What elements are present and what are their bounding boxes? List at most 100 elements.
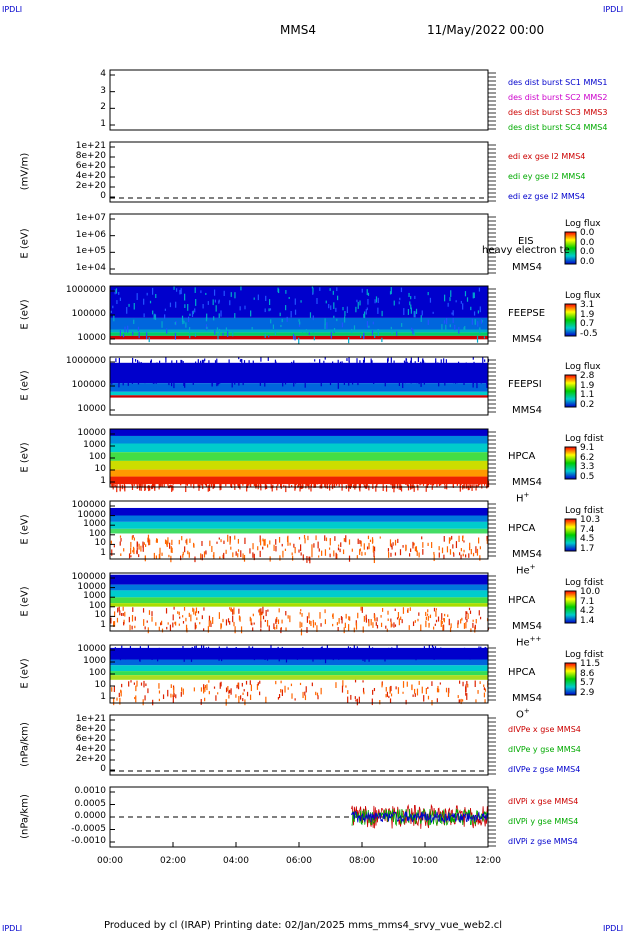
spectrogram-speckle <box>123 481 126 487</box>
spectrogram-speckle <box>354 482 356 490</box>
spectrogram-speckle <box>451 535 453 540</box>
spectrogram-speckle <box>161 628 164 633</box>
spectrogram-speckle <box>317 695 319 700</box>
spectrogram-speckle <box>274 331 277 336</box>
spectrogram-speckle <box>341 322 344 328</box>
spectrogram-speckle <box>280 324 282 328</box>
spectrogram-speckle <box>348 624 350 632</box>
spectrogram-speckle <box>405 365 407 371</box>
spectrogram-speckle <box>116 480 118 488</box>
spectrogram-speckle <box>146 292 148 296</box>
spectrogram-speckle <box>476 381 478 389</box>
spectrogram-speckle <box>275 618 277 624</box>
spectrogram-speckle <box>225 687 228 693</box>
spectrogram-speckle <box>473 372 476 376</box>
spectrogram-speckle <box>120 370 123 374</box>
spectrogram-speckle <box>147 645 149 651</box>
spectrogram-speckle <box>264 333 266 338</box>
spectrogram-speckle <box>459 680 461 684</box>
species-label: He++ <box>516 635 542 649</box>
spectrogram-speckle <box>363 691 365 695</box>
spectrogram-speckle <box>229 648 231 654</box>
spectrogram-speckle <box>290 683 293 687</box>
spectrogram-speckle <box>116 373 118 378</box>
spectrogram-speckle <box>456 653 458 656</box>
spectrogram-speckle <box>179 649 181 654</box>
spectrogram-speckle <box>417 652 419 659</box>
spectrogram-speckle <box>367 298 369 305</box>
spectrogram-speckle <box>390 543 392 548</box>
spectrogram-speckle <box>321 646 323 652</box>
spectrogram-speckle <box>287 687 289 690</box>
spectrogram-speckle <box>443 624 445 631</box>
spectrogram-speckle <box>234 378 236 385</box>
spectrogram-speckle <box>398 301 400 305</box>
spectrogram-speckle <box>325 300 327 304</box>
spectrogram-speckle <box>243 360 246 367</box>
spectrogram-speckle <box>352 367 354 374</box>
spectrogram-speckle <box>401 323 403 327</box>
spectrogram-speckle <box>420 382 422 387</box>
spectrogram-speckle <box>266 619 269 627</box>
spectrogram-speckle <box>410 296 412 300</box>
spectrogram-speckle <box>452 310 454 316</box>
spectrogram-speckle <box>339 650 341 656</box>
spectrogram-speckle <box>390 618 392 622</box>
spectrogram-speckle <box>158 683 160 689</box>
x-tick-label: 04:00 <box>223 856 249 866</box>
spectrogram-speckle <box>233 621 235 627</box>
spectrogram-speckle <box>187 316 190 322</box>
spectrogram-speckle <box>472 619 474 622</box>
panel-p1 <box>109 69 496 131</box>
spectrogram-speckle <box>305 686 307 693</box>
spectrogram-speckle <box>144 648 146 654</box>
spectrogram-speckle <box>368 325 370 328</box>
spectrogram-speckle <box>465 362 467 367</box>
spectrogram-speckle <box>308 612 310 619</box>
spectrogram-speckle <box>116 617 119 623</box>
spectrogram-speckle <box>455 300 457 303</box>
spectrogram-speckle <box>183 606 186 611</box>
spectrogram-speckle <box>187 550 189 555</box>
spectrogram-speckle <box>304 695 307 701</box>
spectrogram-band <box>110 603 488 607</box>
spectrogram-speckle <box>461 617 463 621</box>
spectrogram-speckle <box>202 304 204 309</box>
spectrogram-speckle <box>141 371 143 378</box>
panel-p10 <box>109 714 496 776</box>
spectrogram-speckle <box>212 617 214 624</box>
spectrogram-speckle <box>313 543 315 548</box>
spectrogram-speckle <box>336 287 338 292</box>
spectrogram-speckle <box>116 697 118 701</box>
spectrogram-speckle <box>433 607 436 612</box>
spectrogram-speckle <box>164 539 167 544</box>
spectrogram-speckle <box>466 680 468 685</box>
spectrogram-speckle <box>203 645 205 651</box>
spectrogram-speckle <box>123 621 125 626</box>
spectrogram-speckle <box>252 627 254 632</box>
spectrogram-speckle <box>228 690 230 694</box>
spectrogram-speckle <box>407 608 409 613</box>
spectrogram-speckle <box>449 537 451 541</box>
spectrogram-speckle <box>285 366 287 370</box>
spectrogram-speckle <box>449 324 451 328</box>
spectrogram-speckle <box>259 539 262 546</box>
spectrogram-speckle <box>405 480 407 485</box>
spectrogram-speckle <box>123 374 125 381</box>
spectrogram-speckle <box>324 323 326 329</box>
spectrogram-speckle <box>371 360 373 367</box>
spectrogram-speckle <box>143 680 145 688</box>
spectrogram-speckle <box>281 318 283 323</box>
spectrogram-speckle <box>390 685 392 692</box>
spectrogram-speckle <box>362 374 364 381</box>
spectrogram-speckle <box>199 622 201 625</box>
spectrogram-speckle <box>327 367 329 370</box>
spectrogram-speckle <box>126 307 128 314</box>
spectrogram-speckle <box>170 546 172 553</box>
spectrogram-speckle <box>372 321 374 325</box>
spectrogram-speckle <box>326 648 328 652</box>
spectrogram-speckle <box>320 623 322 627</box>
spectrogram-speckle <box>467 485 469 491</box>
spectrogram-speckle <box>314 481 317 488</box>
spectrogram-speckle <box>220 681 222 687</box>
